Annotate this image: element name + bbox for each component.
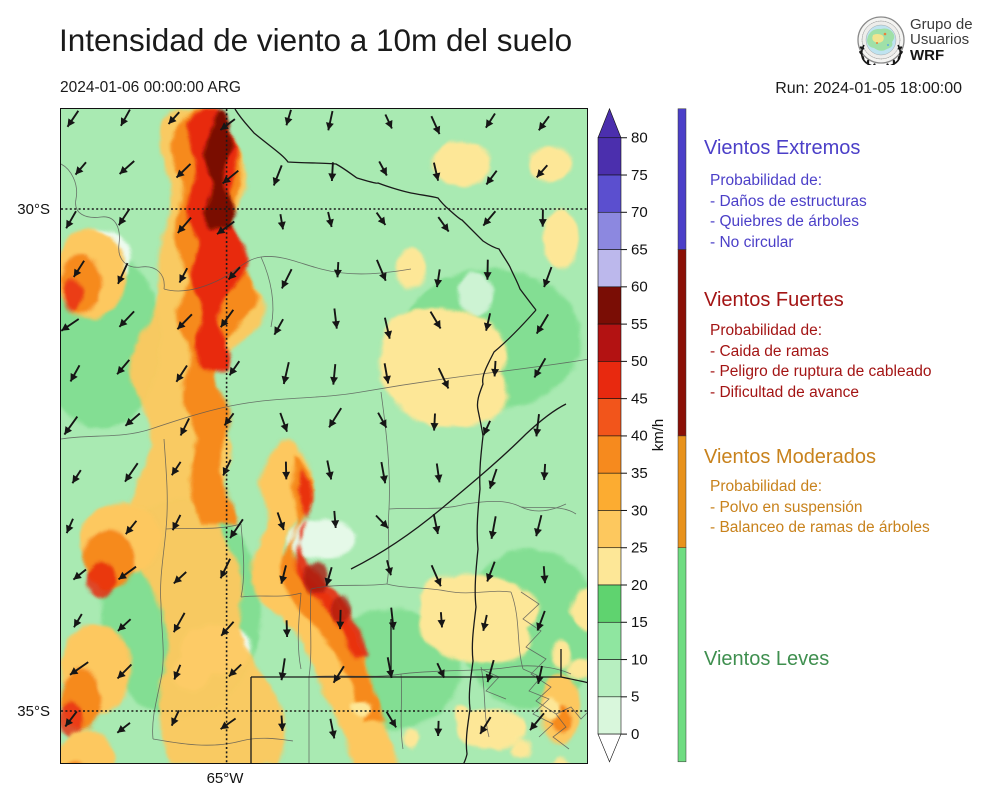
svg-text:40: 40 [631,428,648,445]
svg-text:15: 15 [631,614,648,631]
svg-text:10: 10 [631,651,648,668]
svg-text:30: 30 [631,502,648,519]
svg-text:35: 35 [631,465,648,482]
svg-text:0: 0 [631,726,639,743]
svg-text:50: 50 [631,353,648,370]
svg-text:20: 20 [631,577,648,594]
svg-text:65: 65 [631,241,648,258]
svg-text:75: 75 [631,167,648,184]
svg-text:km/h: km/h [650,419,667,452]
svg-text:25: 25 [631,540,648,557]
svg-text:80: 80 [631,130,648,147]
svg-text:70: 70 [631,204,648,221]
svg-text:55: 55 [631,316,648,333]
svg-text:5: 5 [631,689,639,706]
svg-text:60: 60 [631,279,648,296]
svg-text:45: 45 [631,390,648,407]
